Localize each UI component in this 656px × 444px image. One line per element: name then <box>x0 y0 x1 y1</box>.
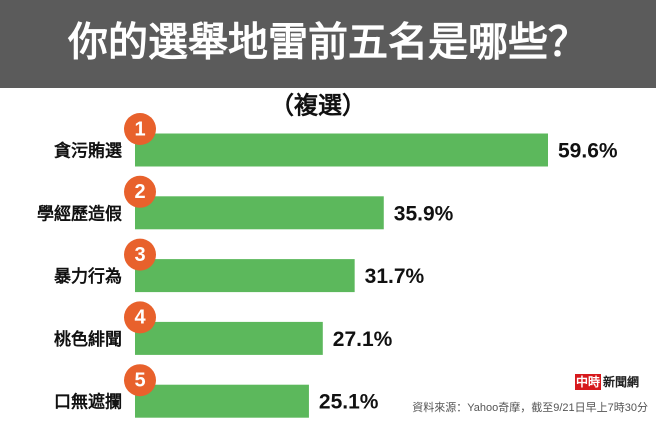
title-band <box>0 0 656 88</box>
rank-number: 5 <box>134 369 145 391</box>
value-label: 31.7% <box>365 265 425 288</box>
rank-number: 2 <box>134 181 145 203</box>
logo-box <box>575 374 601 390</box>
category-label: 口無遮攔 <box>54 392 122 412</box>
chart-title: 你的選舉地雷前五名是哪些？ <box>67 21 588 65</box>
category-label: 暴力行為 <box>53 266 122 286</box>
rank-badge <box>124 113 156 145</box>
value-label: 59.6% <box>558 140 618 163</box>
category-label: 貪污賄選 <box>54 140 122 160</box>
rank-badge <box>124 238 156 271</box>
source-note: 資料來源：Yahoo奇摩，截至9/21日早上7時30分 <box>412 400 648 414</box>
value-label: 25.1% <box>319 391 379 414</box>
rank-number: 3 <box>134 244 145 266</box>
logo-text: 新聞網 <box>603 374 639 389</box>
rank-number: 1 <box>134 118 145 140</box>
rank-badge <box>124 175 156 208</box>
bar <box>135 196 384 230</box>
rank-number: 4 <box>134 307 146 329</box>
bar <box>135 384 309 418</box>
category-label: 桃色緋聞 <box>54 329 122 349</box>
bar <box>135 321 323 355</box>
rank-badge <box>124 301 156 334</box>
chart-subtitle: （複選） <box>270 91 366 119</box>
rank-badge <box>124 364 156 397</box>
bar <box>135 259 355 293</box>
category-label: 學經歷造假 <box>37 203 122 223</box>
value-label: 35.9% <box>394 202 454 225</box>
value-label: 27.1% <box>333 328 393 351</box>
logo-highlight: 中時 <box>576 374 600 389</box>
bar <box>135 133 548 167</box>
